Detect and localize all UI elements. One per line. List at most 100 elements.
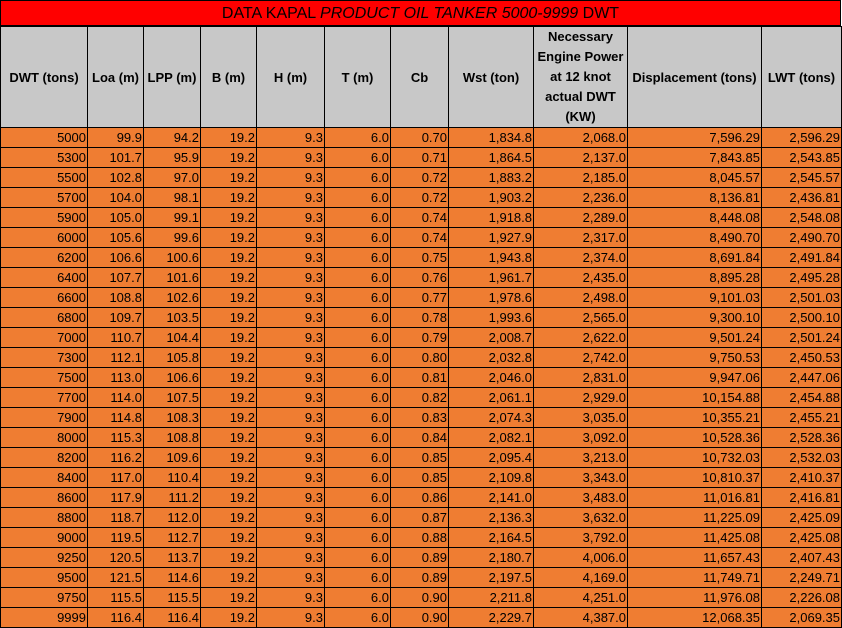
cell-displacement: 11,749.71 <box>627 567 762 588</box>
cell-engine-power: 2,236.0 <box>533 187 628 208</box>
cell-engine-power: 2,498.0 <box>533 287 628 308</box>
cell-lpp: 95.9 <box>143 147 201 168</box>
cell-h: 9.3 <box>256 427 325 448</box>
cell-displacement: 8,448.08 <box>627 207 762 228</box>
cell-displacement: 11,016.81 <box>627 487 762 508</box>
cell-wst: 1,927.9 <box>448 227 534 248</box>
cell-loa: 114.8 <box>87 407 144 428</box>
cell-displacement: 10,732.03 <box>627 447 762 468</box>
cell-lwt: 2,447.06 <box>761 367 842 388</box>
cell-wst: 1,943.8 <box>448 247 534 268</box>
cell-cb: 0.71 <box>390 147 449 168</box>
cell-cb: 0.85 <box>390 447 449 468</box>
cell-loa: 116.4 <box>87 607 144 628</box>
cell-engine-power: 2,435.0 <box>533 267 628 288</box>
cell-displacement: 9,300.10 <box>627 307 762 328</box>
cell-loa: 121.5 <box>87 567 144 588</box>
cell-b: 19.2 <box>200 567 257 588</box>
cell-engine-power: 4,006.0 <box>533 547 628 568</box>
cell-lwt: 2,226.08 <box>761 587 842 608</box>
cell-cb: 0.81 <box>390 367 449 388</box>
header-loa: Loa (m) <box>87 26 144 128</box>
header-lpp: LPP (m) <box>143 26 201 128</box>
cell-dwt: 5500 <box>0 167 88 188</box>
cell-lwt: 2,455.21 <box>761 407 842 428</box>
cell-wst: 2,229.7 <box>448 607 534 628</box>
table-row: 6200 106.6 100.6 19.2 9.3 6.0 0.75 1,943.8 2,374… <box>0 247 842 268</box>
cell-b: 19.2 <box>200 427 257 448</box>
cell-engine-power: 2,929.0 <box>533 387 628 408</box>
cell-dwt: 9000 <box>0 527 88 548</box>
cell-loa: 119.5 <box>87 527 144 548</box>
cell-wst: 2,109.8 <box>448 467 534 488</box>
cell-displacement: 11,425.08 <box>627 527 762 548</box>
cell-wst: 1,961.7 <box>448 267 534 288</box>
cell-b: 19.2 <box>200 607 257 628</box>
cell-t: 6.0 <box>324 267 391 288</box>
cell-loa: 104.0 <box>87 187 144 208</box>
cell-cb: 0.77 <box>390 287 449 308</box>
cell-t: 6.0 <box>324 327 391 348</box>
cell-displacement: 8,691.84 <box>627 247 762 268</box>
cell-h: 9.3 <box>256 607 325 628</box>
cell-loa: 117.0 <box>87 467 144 488</box>
cell-loa: 101.7 <box>87 147 144 168</box>
cell-loa: 105.0 <box>87 207 144 228</box>
cell-lpp: 108.3 <box>143 407 201 428</box>
cell-h: 9.3 <box>256 267 325 288</box>
cell-loa: 112.1 <box>87 347 144 368</box>
cell-t: 6.0 <box>324 347 391 368</box>
cell-loa: 114.0 <box>87 387 144 408</box>
cell-wst: 1,993.6 <box>448 307 534 328</box>
cell-wst: 2,211.8 <box>448 587 534 608</box>
cell-engine-power: 3,483.0 <box>533 487 628 508</box>
header-cb: Cb <box>390 26 449 128</box>
cell-wst: 2,082.1 <box>448 427 534 448</box>
cell-displacement: 8,136.81 <box>627 187 762 208</box>
cell-dwt: 5900 <box>0 207 88 228</box>
cell-displacement: 12,068.35 <box>627 607 762 628</box>
cell-b: 19.2 <box>200 167 257 188</box>
cell-engine-power: 3,213.0 <box>533 447 628 468</box>
cell-dwt: 7900 <box>0 407 88 428</box>
cell-t: 6.0 <box>324 607 391 628</box>
table-row: 9500 121.5 114.6 19.2 9.3 6.0 0.89 2,197.5 4,169… <box>0 567 842 588</box>
table-row: 6400 107.7 101.6 19.2 9.3 6.0 0.76 1,961.7 2,435… <box>0 267 842 288</box>
cell-b: 19.2 <box>200 447 257 468</box>
cell-lpp: 104.4 <box>143 327 201 348</box>
cell-engine-power: 2,565.0 <box>533 307 628 328</box>
cell-engine-power: 4,169.0 <box>533 567 628 588</box>
cell-dwt: 6200 <box>0 247 88 268</box>
cell-cb: 0.79 <box>390 327 449 348</box>
cell-dwt: 9500 <box>0 567 88 588</box>
cell-lwt: 2,069.35 <box>761 607 842 628</box>
cell-h: 9.3 <box>256 407 325 428</box>
cell-h: 9.3 <box>256 227 325 248</box>
table-row: 9750 115.5 115.5 19.2 9.3 6.0 0.90 2,211.8 4,251… <box>0 587 842 608</box>
cell-b: 19.2 <box>200 547 257 568</box>
table-row: 5300 101.7 95.9 19.2 9.3 6.0 0.71 1,864.5 2,137.… <box>0 147 842 168</box>
cell-h: 9.3 <box>256 127 325 148</box>
cell-t: 6.0 <box>324 307 391 328</box>
cell-displacement: 8,490.70 <box>627 227 762 248</box>
cell-dwt: 6600 <box>0 287 88 308</box>
cell-lwt: 2,501.24 <box>761 327 842 348</box>
cell-t: 6.0 <box>324 567 391 588</box>
cell-h: 9.3 <box>256 547 325 568</box>
cell-lpp: 103.5 <box>143 307 201 328</box>
cell-t: 6.0 <box>324 587 391 608</box>
header-h: H (m) <box>256 26 325 128</box>
table-row: 8400 117.0 110.4 19.2 9.3 6.0 0.85 2,109.8 3,343… <box>0 467 842 488</box>
cell-dwt: 5700 <box>0 187 88 208</box>
table-body: 5000 99.9 94.2 19.2 9.3 6.0 0.70 1,834.8 2,068.0… <box>0 127 842 628</box>
cell-h: 9.3 <box>256 507 325 528</box>
cell-displacement: 7,596.29 <box>627 127 762 148</box>
cell-lwt: 2,528.36 <box>761 427 842 448</box>
cell-b: 19.2 <box>200 127 257 148</box>
cell-cb: 0.80 <box>390 347 449 368</box>
table-row: 8000 115.3 108.8 19.2 9.3 6.0 0.84 2,082.1 3,092… <box>0 427 842 448</box>
cell-t: 6.0 <box>324 167 391 188</box>
cell-wst: 2,095.4 <box>448 447 534 468</box>
cell-t: 6.0 <box>324 447 391 468</box>
cell-b: 19.2 <box>200 527 257 548</box>
